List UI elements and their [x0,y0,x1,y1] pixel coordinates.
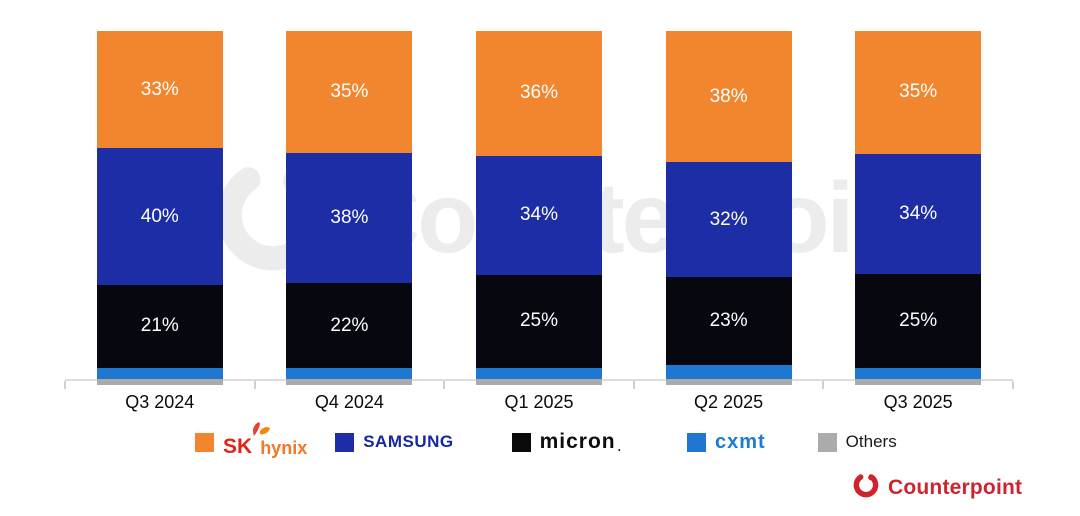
legend-item-sk-hynix: SK hynix [195,421,308,458]
segment-others [475,379,602,385]
axis-tick [253,381,256,389]
counterpoint-logo-icon [852,471,880,504]
segment-samsung: 32% [665,162,792,277]
others-label: Others [845,432,897,451]
x-axis-label-q3-2025: Q3 2025 [883,392,953,412]
segment-value-label: 33% [140,78,179,100]
segment-value-label: 34% [899,202,938,224]
segment-cxmt [855,367,982,380]
segment-others [286,379,413,385]
segment-value-label: 40% [140,205,179,227]
stacked-bar-q3-2025: 35% 34% 25% [855,31,982,385]
stacked-bar-q4-2024: 35% 38% 22% [286,31,413,385]
axis-tick [822,381,825,389]
segment-value-label: 34% [519,204,558,226]
axis-tick [632,381,635,389]
sk-butterfly-icon [250,421,272,443]
bar-column-q2-2025: 38% 32% 23% [634,31,824,385]
segment-micron: 23% [665,276,792,365]
bar-column-q3-2024: 33% 40% 21% [65,31,255,386]
segment-value-label: 25% [899,309,938,331]
segment-micron: 25% [855,273,982,368]
x-axis-label-q2-2025: Q2 2025 [694,392,764,412]
stacked-bar-q2-2025: 38% 32% 23% [665,31,792,385]
legend-item-others: Others [817,432,897,452]
segment-others [96,379,223,386]
stacked-bar-q1-2025: 36% 34% 25% [475,31,602,385]
bar-column-q1-2025: 36% 34% 25% [444,31,634,385]
segment-micron: 21% [96,285,223,368]
segment-sk-hynix: 33% [96,31,223,149]
micron-logo-text: micron [539,430,616,453]
segment-others [665,379,792,385]
others-swatch [817,432,837,452]
segment-samsung: 34% [855,153,982,274]
segment-sk-hynix: 35% [855,31,982,154]
legend-item-micron: micron . [511,430,621,454]
micron-logo-dot: . [617,440,621,454]
segment-value-label: 21% [140,315,179,337]
segment-cxmt [665,364,792,380]
segment-micron: 22% [286,283,413,368]
sk-hynix-logo: SK hynix [223,421,308,458]
segment-cxmt [286,367,413,380]
cxmt-swatch [686,432,706,452]
segment-samsung: 34% [475,155,602,275]
segment-others [855,379,982,385]
segment-value-label: 23% [709,309,748,331]
segment-value-label: 38% [330,206,369,228]
x-axis-label-q1-2025: Q1 2025 [504,392,574,412]
hynix-logo-text: hynix [260,437,308,458]
plot-area: 33% 40% 21% 35% 38% 22% 36% 34% 25% 38% 32% 23% 35% 3… [65,31,1013,386]
x-axis-label-q4-2024: Q4 2024 [314,392,384,412]
segment-cxmt [475,367,602,380]
cxmt-logo-text: cxmt [714,430,766,453]
legend-item-samsung: SAMSUNG [335,432,453,452]
x-axis-labels: Q3 2024 Q4 2024 Q1 2025 Q2 2025 Q3 2025 [65,392,1013,413]
samsung-swatch [335,432,355,452]
axis-tick [64,381,66,389]
sk-logo-text: SK [223,434,253,458]
bar-column-q3-2025: 35% 34% 25% [823,31,1013,385]
segment-value-label: 38% [709,85,748,107]
segment-value-label: 36% [519,82,558,104]
segment-cxmt [96,367,223,380]
counterpoint-logo-text: Counterpoint [888,475,1023,499]
stacked-bar-q3-2024: 33% 40% 21% [96,31,223,386]
segment-value-label: 22% [330,314,369,336]
segment-value-label: 32% [709,208,748,230]
segment-sk-hynix: 38% [665,31,792,163]
sk-hynix-swatch [195,432,214,452]
segment-samsung: 40% [96,148,223,286]
segment-micron: 25% [475,274,602,368]
x-axis-label-q3-2024: Q3 2024 [125,392,195,412]
bar-column-q4-2024: 35% 38% 22% [255,31,445,385]
micron-swatch [511,432,531,452]
axis-tick [1012,381,1014,389]
legend-item-cxmt: cxmt [686,430,766,454]
axis-tick [443,381,446,389]
segment-sk-hynix: 36% [475,31,602,156]
samsung-logo-text: SAMSUNG [363,432,454,451]
segment-value-label: 35% [899,81,938,103]
segment-value-label: 25% [519,310,558,332]
segment-samsung: 38% [286,152,413,284]
segment-sk-hynix: 35% [286,31,413,153]
counterpoint-branding: Counterpoint [852,471,1022,504]
segment-value-label: 35% [330,80,369,102]
legend: SK hynix SAMSUNG micron . cxmt [195,421,897,458]
